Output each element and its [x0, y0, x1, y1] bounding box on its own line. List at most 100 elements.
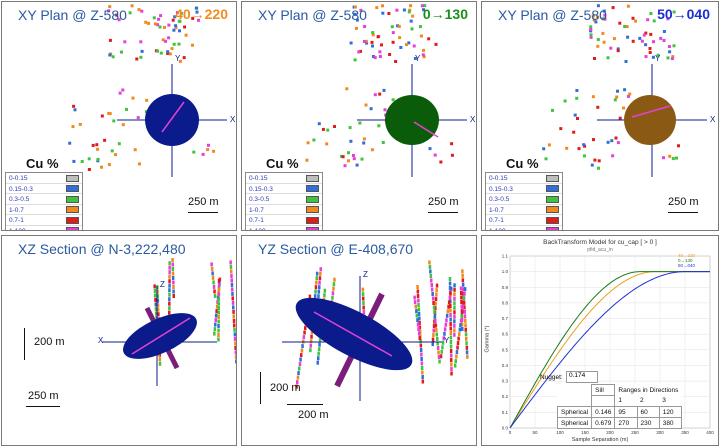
composite-point [159, 14, 163, 18]
composite-point [360, 157, 364, 161]
scale-bar-label: 250 m [188, 196, 219, 208]
composite-point [107, 9, 111, 13]
composite-point [450, 142, 454, 146]
composite-point [195, 6, 199, 10]
composite-point [432, 328, 435, 333]
composite-point [662, 156, 665, 160]
composite-point [453, 301, 456, 306]
composite-point [582, 143, 586, 147]
composite-point [434, 323, 438, 328]
composite-point [672, 44, 676, 48]
composite-point [612, 37, 616, 41]
composite-point [435, 332, 438, 337]
composite-point [309, 348, 312, 353]
composite-point [380, 43, 383, 47]
composite-point [321, 127, 325, 131]
scale-bar-arrow [668, 212, 698, 213]
composite-point [450, 367, 453, 371]
composite-point [450, 362, 453, 367]
composite-point [596, 4, 600, 8]
composite-point [455, 354, 458, 359]
composite-point [230, 269, 233, 274]
composite-point [448, 295, 452, 300]
composite-point [671, 55, 675, 59]
composite-point [157, 17, 160, 21]
composite-point [614, 136, 618, 140]
composite-point [353, 58, 357, 62]
composite-point [136, 116, 140, 120]
composite-point [430, 287, 434, 292]
axis-y-label: Y [444, 336, 450, 345]
plot-xy-3 [542, 4, 707, 177]
composite-point [431, 296, 435, 301]
composite-point [436, 337, 439, 341]
composite-point [435, 283, 439, 288]
composite-point [168, 297, 171, 302]
composite-point [662, 30, 666, 33]
composite-point [71, 125, 75, 129]
composite-point [445, 318, 448, 323]
composite-point [371, 44, 374, 48]
table-header-cell [558, 396, 592, 407]
composite-point [297, 371, 300, 376]
composite-point [155, 315, 158, 320]
scale-bar-arrow [188, 212, 218, 213]
drillhole-points [542, 4, 680, 170]
composite-point [575, 96, 579, 100]
composite-point [168, 283, 171, 288]
composite-point [349, 41, 353, 45]
composite-point [168, 306, 171, 311]
composite-point [625, 25, 629, 29]
composite-point [387, 12, 391, 15]
composite-point [419, 34, 423, 38]
y-tick-label: 0.3 [502, 379, 509, 384]
nugget-value: 0.174 [566, 371, 598, 383]
y-tick-label: 0.4 [502, 363, 509, 368]
rotation-range: 0→130 [422, 6, 468, 22]
composite-point [642, 33, 646, 37]
composite-point [441, 345, 444, 350]
composite-point [172, 289, 175, 294]
composite-point [419, 348, 423, 352]
y-axis-label: Gamma (*) [484, 325, 491, 353]
vertical-scale-label: 200 m [270, 382, 301, 394]
composite-point [100, 165, 103, 169]
table-subheader-row: 1 2 3 [558, 395, 682, 407]
panel-xy-plan-1: XY Plan @ Z-580 40→220 X Y Cu % 0-0.15 0.… [1, 1, 237, 231]
search-ellipse [385, 95, 439, 145]
composite-point [410, 27, 414, 31]
composite-point [91, 143, 95, 147]
composite-point [121, 88, 125, 92]
composite-point [318, 285, 321, 290]
composite-point [121, 123, 125, 127]
composite-point [402, 8, 406, 12]
composite-point [416, 318, 419, 323]
composite-point [168, 292, 171, 297]
composite-point [448, 277, 452, 281]
table-cell: 60 [636, 406, 660, 418]
composite-point [166, 50, 170, 54]
composite-point [206, 148, 210, 152]
composite-point [453, 283, 456, 288]
composite-point [418, 336, 421, 341]
y-tick-label: 0.7 [502, 316, 509, 321]
composite-point [449, 326, 452, 331]
composite-point [87, 157, 91, 161]
composite-point [449, 313, 452, 317]
composite-point [418, 316, 421, 321]
composite-point [147, 21, 151, 25]
composite-point [318, 338, 322, 343]
composite-point [110, 149, 114, 153]
legend-swatch [306, 174, 319, 182]
grade-legend: 0-0.15 0.15-0.3 0.3-0.5 1-0.7 0.7-1 1-100 [245, 172, 323, 230]
composite-point [436, 341, 439, 346]
composite-point [118, 91, 122, 95]
composite-point [133, 148, 137, 152]
y-tick-label: 0.5 [502, 347, 509, 352]
composite-point [172, 280, 175, 285]
x-tick-label: 150 [581, 430, 589, 435]
table-cell: 230 [636, 417, 660, 429]
composite-point [153, 284, 156, 289]
composite-point [417, 298, 420, 303]
legend-item-label: 0.3-0.5 [489, 196, 510, 203]
